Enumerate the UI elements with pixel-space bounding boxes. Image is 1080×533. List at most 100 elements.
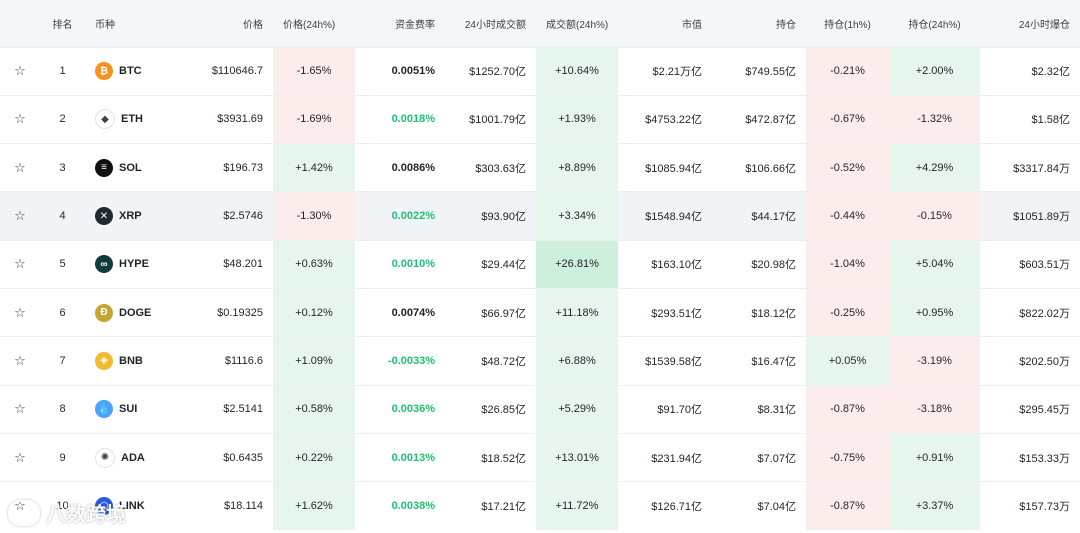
- funding-rate-cell: 0.0013%: [391, 451, 435, 464]
- volume-change-cell: +1.93%: [536, 95, 618, 144]
- open-interest-cell: $7.04亿: [757, 501, 796, 514]
- header-market-cap[interactable]: 市值: [682, 19, 702, 31]
- coin-cell[interactable]: ₿ BTC: [85, 47, 180, 95]
- oi-24h-cell: -1.32%: [889, 95, 980, 144]
- price-cell: $0.6435: [223, 451, 263, 464]
- market-cap-cell: $126.71亿: [651, 501, 702, 514]
- funding-rate-cell: -0.0033%: [387, 354, 435, 367]
- market-cap-cell: $1085.94亿: [645, 162, 702, 175]
- volume-change-cell: +11.18%: [536, 288, 618, 337]
- rank-cell: 7: [59, 354, 66, 367]
- favorite-star-icon[interactable]: ☆: [14, 63, 26, 79]
- liquidation-cell: $3317.84万: [1013, 162, 1070, 175]
- market-cap-cell: $2.21万亿: [652, 66, 702, 79]
- funding-rate-cell: 0.0074%: [391, 306, 435, 319]
- coin-symbol: SOL: [119, 161, 142, 174]
- liquidation-cell: $295.45万: [1019, 404, 1070, 417]
- favorite-star-icon[interactable]: ☆: [14, 498, 26, 514]
- oi-1h-cell: -0.87%: [806, 481, 889, 530]
- oi-1h-cell: -0.87%: [806, 385, 889, 434]
- header-open-interest[interactable]: 持仓: [776, 19, 796, 31]
- price-cell: $196.73: [223, 161, 263, 174]
- coin-cell[interactable]: 💧 SUI: [85, 385, 180, 433]
- table-row[interactable]: ☆ 10 ⬡ LINK $18.114 +1.62% 0.0038% $17.2…: [0, 481, 1080, 530]
- volume-cell: $17.21亿: [481, 501, 526, 514]
- coin-cell[interactable]: ✕ XRP: [85, 192, 180, 240]
- header-oi-1h[interactable]: 持仓(1h%): [824, 19, 871, 31]
- volume-change-cell: +11.72%: [536, 481, 618, 530]
- favorite-star-icon[interactable]: ☆: [14, 111, 26, 127]
- oi-24h-cell: +0.95%: [889, 288, 980, 337]
- price-cell: $0.19325: [217, 306, 263, 319]
- liquidation-cell: $603.51万: [1019, 259, 1070, 272]
- table-row[interactable]: ☆ 1 ₿ BTC $110646.7 -1.65% 0.0051% $1252…: [0, 47, 1080, 96]
- liquidation-cell: $1.58亿: [1031, 114, 1070, 127]
- volume-cell: $29.44亿: [481, 259, 526, 272]
- volume-change-cell: +6.88%: [536, 336, 618, 386]
- header-price-change[interactable]: 价格(24h%): [283, 19, 336, 31]
- open-interest-cell: $749.55亿: [745, 66, 796, 79]
- favorite-star-icon[interactable]: ☆: [14, 256, 26, 272]
- table-row[interactable]: ☆ 8 💧 SUI $2.5141 +0.58% 0.0036% $26.85亿…: [0, 385, 1080, 434]
- favorite-star-icon[interactable]: ☆: [14, 352, 26, 368]
- coin-cell[interactable]: ◆ ETH: [85, 95, 180, 143]
- table-row[interactable]: ☆ 5 ∞ HYPE $48.201 +0.63% 0.0010% $29.44…: [0, 240, 1080, 289]
- xrp-icon: ✕: [95, 207, 113, 226]
- favorite-star-icon[interactable]: ☆: [14, 159, 26, 175]
- header-funding-rate[interactable]: 资金费率: [395, 19, 435, 31]
- header-volume[interactable]: 24小时成交额: [464, 19, 526, 31]
- volume-cell: $93.90亿: [481, 211, 526, 224]
- market-cap-cell: $231.94亿: [651, 452, 702, 465]
- coin-cell[interactable]: ∞ HYPE: [85, 240, 180, 288]
- favorite-star-icon[interactable]: ☆: [14, 208, 26, 224]
- table-row[interactable]: ☆ 3 ≡ SOL $196.73 +1.42% 0.0086% $303.63…: [0, 143, 1080, 192]
- table-row[interactable]: ☆ 7 ◈ BNB $1116.6 +1.09% -0.0033% $48.72…: [0, 336, 1080, 386]
- volume-cell: $1001.79亿: [469, 114, 526, 127]
- favorite-star-icon[interactable]: ☆: [14, 304, 26, 320]
- table-row[interactable]: ☆ 9 ✺ ADA $0.6435 +0.22% 0.0013% $18.52亿…: [0, 433, 1080, 482]
- favorite-star-icon[interactable]: ☆: [14, 401, 26, 417]
- volume-change-cell: +26.81%: [536, 240, 618, 289]
- coin-cell[interactable]: ✺ ADA: [85, 433, 180, 481]
- open-interest-cell: $44.17亿: [751, 211, 796, 224]
- coin-cell[interactable]: ⬡ LINK: [85, 482, 180, 530]
- market-cap-cell: $4753.22亿: [645, 114, 702, 127]
- oi-1h-cell: -0.75%: [806, 433, 889, 482]
- coin-symbol: ADA: [121, 451, 145, 464]
- header-rank[interactable]: 排名: [52, 19, 73, 31]
- favorite-star-icon[interactable]: ☆: [14, 449, 26, 465]
- price-cell: $2.5141: [223, 403, 263, 416]
- rank-cell: 5: [59, 258, 66, 271]
- market-cap-cell: $1548.94亿: [645, 211, 702, 224]
- oi-24h-cell: +0.91%: [889, 433, 980, 482]
- hyperliquid-icon: ∞: [95, 255, 113, 274]
- header-oi-24h[interactable]: 持仓(24h%): [908, 19, 961, 31]
- coin-symbol: BTC: [119, 65, 142, 78]
- volume-cell: $26.85亿: [481, 404, 526, 417]
- price-change-cell: +1.09%: [273, 336, 355, 386]
- table-row[interactable]: ☆ 4 ✕ XRP $2.5746 -1.30% 0.0022% $93.90亿…: [0, 191, 1080, 241]
- header-volume-change[interactable]: 成交额(24h%): [546, 19, 609, 31]
- table-row[interactable]: ☆ 2 ◆ ETH $3931.69 -1.69% 0.0018% $1001.…: [0, 95, 1080, 144]
- bnb-icon: ◈: [95, 351, 113, 370]
- market-cap-cell: $293.51亿: [651, 307, 702, 320]
- market-cap-cell: $163.10亿: [651, 259, 702, 272]
- coin-symbol: LINK: [119, 500, 145, 513]
- header-coin[interactable]: 币种: [95, 19, 115, 31]
- oi-1h-cell: -0.44%: [806, 191, 889, 241]
- coin-cell[interactable]: ≡ SOL: [85, 144, 180, 192]
- funding-rate-cell: 0.0036%: [391, 403, 435, 416]
- oi-1h-cell: -0.25%: [806, 288, 889, 337]
- coin-symbol: ETH: [121, 113, 143, 126]
- table-row[interactable]: ☆ 6 Ð DOGE $0.19325 +0.12% 0.0074% $66.9…: [0, 288, 1080, 337]
- funding-rate-cell: 0.0038%: [391, 500, 435, 513]
- header-liquidation[interactable]: 24小时爆仓: [1018, 19, 1070, 31]
- coin-cell[interactable]: ◈ BNB: [85, 337, 180, 385]
- header-price[interactable]: 价格: [243, 19, 263, 31]
- volume-change-cell: +13.01%: [536, 433, 618, 482]
- oi-24h-cell: +4.29%: [889, 143, 980, 192]
- rank-cell: 10: [56, 500, 69, 513]
- funding-rate-cell: 0.0051%: [391, 65, 435, 78]
- coin-cell[interactable]: Ð DOGE: [85, 288, 180, 336]
- price-change-cell: +0.58%: [273, 385, 355, 434]
